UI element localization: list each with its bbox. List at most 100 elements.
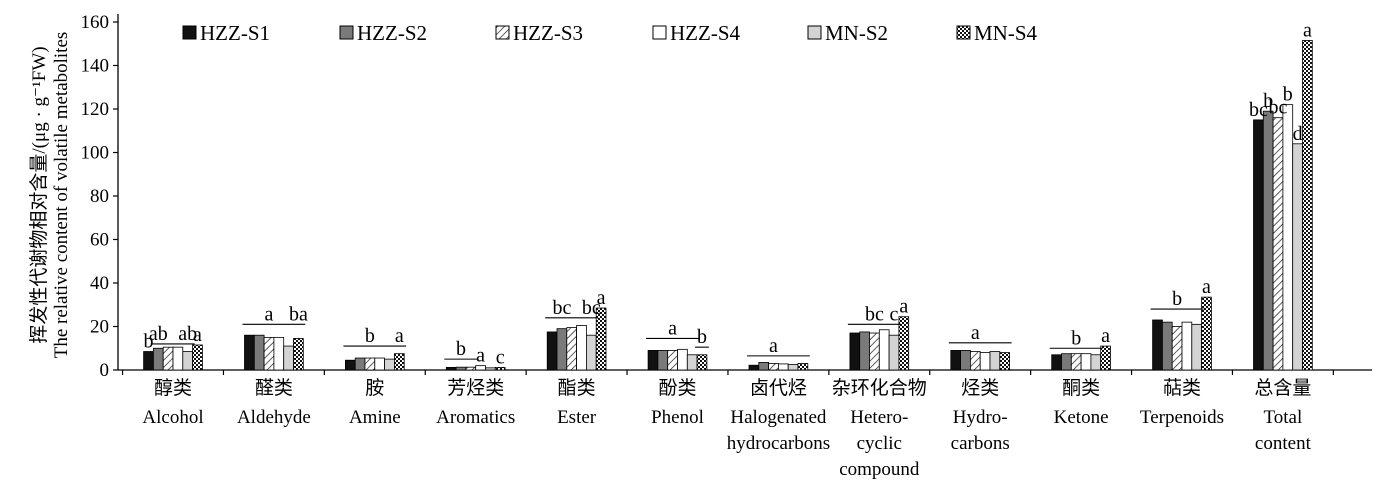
category-label-zh: 酚类 xyxy=(658,377,696,399)
legend-label: HZZ-S3 xyxy=(513,21,583,45)
y-tick-label: 100 xyxy=(81,143,110,164)
bar-hzz-s1-4 xyxy=(546,331,558,371)
significance-label: a xyxy=(668,317,677,339)
category-label-en: carbons xyxy=(951,433,1010,454)
bar-mn-s2-9 xyxy=(1090,354,1102,371)
bar-hzz-s3-5 xyxy=(667,350,678,371)
bar-hzz-s3-10 xyxy=(1171,326,1183,371)
y-axis-title-zh: 挥发性代谢物相对含量/(μg · g⁻¹FW) xyxy=(28,46,50,343)
category-labels: 醇类 Alcohol 醛类 Aldehyde 胺 Amine 芳烃类 Aromatics 酯类 E… xyxy=(142,377,1311,480)
significance-label: b xyxy=(456,338,466,360)
y-tick-label: 120 xyxy=(81,99,110,120)
significance-label: a xyxy=(265,303,274,325)
category-label-zh: 芳烃类 xyxy=(447,377,504,399)
y-tick-label: 80 xyxy=(90,186,109,207)
bar-mn-s2-10 xyxy=(1191,323,1203,371)
significance-label: c xyxy=(890,303,899,325)
bar-hzz-s1-5 xyxy=(647,350,659,371)
bar-hzz-s3-11 xyxy=(1272,117,1284,371)
bar-hzz-s2-7 xyxy=(859,331,870,371)
bar-hzz-s2-6 xyxy=(758,361,769,371)
category-label-en: Alcohol xyxy=(142,407,203,428)
category-label-en: hydrocarbons xyxy=(727,433,830,454)
bar-hzz-s2-9 xyxy=(1061,353,1072,371)
significance-label: bc xyxy=(1249,99,1268,121)
significance-lines xyxy=(151,308,1204,360)
category-label-zh: 萜类 xyxy=(1163,377,1201,399)
category-label-zh: 胺 xyxy=(365,377,384,399)
category-label-en: compound xyxy=(839,459,920,480)
y-tick-label: 60 xyxy=(90,230,109,251)
legend-label: MN-S4 xyxy=(974,21,1038,45)
bar-hzz-s3-8 xyxy=(970,351,981,371)
category-label-zh: 烃类 xyxy=(961,377,999,399)
y-tick-label: 40 xyxy=(90,273,109,294)
significance-label: a xyxy=(1101,325,1110,347)
bar-hzz-s4-7 xyxy=(878,329,890,371)
significance-label: a xyxy=(476,345,485,367)
bar-hzz-s4-9 xyxy=(1080,353,1092,371)
bar-hzz-s2-4 xyxy=(556,328,568,371)
bar-hzz-s4-2 xyxy=(374,357,385,371)
significance-label: c xyxy=(496,346,505,368)
significance-label: ab xyxy=(149,323,168,345)
bar-hzz-s1-1 xyxy=(244,334,255,371)
bar-hzz-s1-3 xyxy=(445,366,457,371)
category-label-en: Halogenated xyxy=(730,407,827,428)
bar-mn-s2-4 xyxy=(586,334,597,371)
category-label-zh: 醛类 xyxy=(255,377,293,399)
significance-label: bc xyxy=(1269,97,1288,119)
bar-mn-s4-3 xyxy=(494,366,506,371)
bar-mn-s2-1 xyxy=(283,345,294,371)
significance-label: a xyxy=(971,322,980,344)
bar-hzz-s3-1 xyxy=(263,336,275,371)
significance-label: b xyxy=(1071,327,1081,349)
legend-swatch xyxy=(807,25,822,40)
category-label-en: cyclic xyxy=(857,433,902,454)
significance-label: b xyxy=(697,326,707,348)
bar-hzz-s4-5 xyxy=(677,348,688,371)
bar-hzz-s1-0 xyxy=(143,351,154,371)
category-label-zh: 酯类 xyxy=(558,377,596,399)
legend-swatch xyxy=(182,25,197,40)
significance-label: d xyxy=(1293,123,1303,145)
bar-mn-s2-8 xyxy=(989,351,1001,371)
significance-label: b xyxy=(1263,90,1273,112)
bar-hzz-s4-10 xyxy=(1181,321,1193,371)
bar-mn-s4-10 xyxy=(1201,296,1212,371)
category-label-en: Aldehyde xyxy=(237,407,311,428)
bar-hzz-s4-4 xyxy=(576,325,587,371)
bar-hzz-s4-0 xyxy=(172,346,184,371)
category-label-en: content xyxy=(1255,433,1312,454)
y-tick-label: 160 xyxy=(81,12,110,33)
significance-label: bc xyxy=(865,303,884,325)
bar-hzz-s2-0 xyxy=(152,347,164,371)
bar-mn-s4-7 xyxy=(898,316,910,371)
bar-hzz-s3-0 xyxy=(162,346,174,371)
bar-hzz-s1-6 xyxy=(748,364,760,371)
axes: 0 20 40 60 80 100 120 140 160 xyxy=(81,12,1372,381)
significance-label: a xyxy=(597,287,606,309)
bar-hzz-s3-7 xyxy=(869,332,880,371)
bar-hzz-s1-11 xyxy=(1253,119,1264,371)
legend-swatch xyxy=(652,25,667,40)
significance-label: b xyxy=(1283,84,1293,106)
bar-hzz-s2-3 xyxy=(455,366,467,371)
bar-hzz-s2-10 xyxy=(1162,321,1173,371)
bar-hzz-s4-6 xyxy=(778,363,789,371)
bar-mn-s2-2 xyxy=(384,358,395,371)
legend: HZZ-S1 HZZ-S2 HZZ-S3 HZZ-S4 MN-S2 MN-S4 xyxy=(182,21,1038,45)
bar-hzz-s2-11 xyxy=(1262,110,1274,371)
significance-label: ab xyxy=(178,323,197,345)
bar-hzz-s3-6 xyxy=(768,363,779,371)
bar-hzz-s4-8 xyxy=(979,352,991,371)
significance-label: a xyxy=(1303,19,1312,41)
bar-mn-s2-6 xyxy=(787,364,799,371)
bar-mn-s2-3 xyxy=(485,367,496,371)
bar-mn-s4-5 xyxy=(696,354,708,371)
bar-hzz-s2-5 xyxy=(657,350,669,371)
category-label-zh: 卤代烃 xyxy=(750,377,807,399)
bar-hzz-s1-10 xyxy=(1152,319,1163,371)
